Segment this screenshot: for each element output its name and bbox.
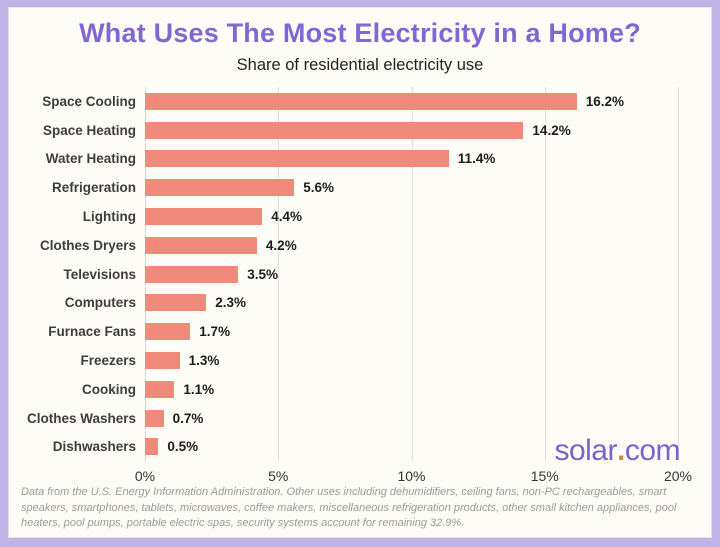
value-label: 4.4% bbox=[271, 209, 303, 225]
bar-row: Dishwashers 0.5% bbox=[53, 433, 678, 462]
bar-chart: Space Cooling 16.2% Space Heating 14.2% Wate… bbox=[27, 87, 692, 488]
value-label: 4.2% bbox=[265, 237, 297, 253]
bar bbox=[145, 380, 175, 398]
bar-row: Space Cooling 16.2% bbox=[42, 87, 678, 116]
value-label: 16.2% bbox=[585, 93, 624, 109]
bar-row: Freezers 1.3% bbox=[80, 346, 678, 375]
category-label: Clothes Dryers bbox=[39, 237, 136, 253]
bar bbox=[145, 236, 257, 254]
x-tick-label: 0% bbox=[134, 468, 156, 485]
gridline bbox=[678, 87, 679, 462]
gridline bbox=[544, 87, 546, 462]
bar-row: Cooking 1.1% bbox=[82, 375, 678, 404]
bar bbox=[145, 92, 577, 110]
x-tick-label: 20% bbox=[663, 468, 693, 485]
infographic: What Uses The Most Electricity in a Home… bbox=[8, 7, 712, 538]
logo-tld: com bbox=[624, 434, 681, 468]
chart-subtitle: Share of residential electricity use bbox=[236, 56, 484, 74]
source-footnote: Data from the U.S. Energy Information Ad… bbox=[21, 486, 677, 529]
bar bbox=[145, 323, 191, 341]
bar-row: Clothes Washers 0.7% bbox=[27, 404, 678, 433]
bar-row: Space Heating 14.2% bbox=[43, 116, 678, 145]
bar bbox=[145, 265, 239, 283]
bar-row: Refrigeration 5.6% bbox=[52, 173, 678, 202]
category-label: Cooking bbox=[82, 381, 136, 397]
bar-row: Furnace Fans 1.7% bbox=[48, 317, 678, 346]
x-tick-label: 5% bbox=[268, 468, 289, 485]
x-tick-label: 15% bbox=[530, 468, 559, 485]
category-label: Clothes Washers bbox=[26, 410, 136, 426]
solar-com-logo: solar.com bbox=[554, 436, 680, 466]
value-label: 1.7% bbox=[199, 324, 231, 340]
bar-row: Water Heating 11.4% bbox=[46, 145, 678, 174]
logo-word: solar bbox=[554, 434, 617, 468]
bar-row: Televisions 3.5% bbox=[63, 260, 678, 289]
plot-area: Space Cooling 16.2% Space Heating 14.2% Wate… bbox=[27, 87, 679, 462]
value-label: 2.3% bbox=[215, 295, 247, 311]
x-axis: 0% 5% 10% 15% 20% bbox=[135, 464, 692, 488]
gridline bbox=[411, 87, 413, 462]
bar bbox=[145, 294, 207, 312]
bar bbox=[145, 208, 263, 226]
value-label: 14.2% bbox=[532, 122, 571, 138]
category-label: Refrigeration bbox=[51, 180, 136, 196]
gridline bbox=[278, 87, 280, 462]
category-label: Space Heating bbox=[42, 122, 136, 138]
bar bbox=[145, 179, 295, 197]
value-label: 0.7% bbox=[172, 410, 204, 426]
value-label: 3.5% bbox=[247, 266, 279, 282]
category-label: Dishwashers bbox=[52, 439, 136, 455]
bar bbox=[145, 121, 524, 139]
bar-row: Clothes Dryers 4.2% bbox=[40, 231, 678, 260]
logo-dot: . bbox=[616, 434, 625, 468]
value-label: 5.6% bbox=[303, 180, 335, 196]
x-tick-label: 10% bbox=[397, 468, 426, 485]
bar-row: Computers 2.3% bbox=[65, 289, 678, 318]
category-label: Water Heating bbox=[45, 151, 136, 167]
page-title: What Uses The Most Electricity in a Home… bbox=[79, 18, 641, 48]
category-label: Televisions bbox=[63, 266, 136, 282]
category-label: Computers bbox=[64, 295, 136, 311]
category-label: Space Cooling bbox=[42, 93, 136, 109]
value-label: 1.1% bbox=[183, 381, 215, 397]
category-label: Furnace Fans bbox=[48, 324, 136, 340]
bar bbox=[145, 409, 164, 427]
bar bbox=[145, 150, 449, 168]
value-label: 1.3% bbox=[188, 353, 220, 369]
value-label: 0.5% bbox=[167, 439, 199, 455]
bar bbox=[145, 352, 180, 370]
category-label: Lighting bbox=[82, 209, 136, 225]
category-label: Freezers bbox=[80, 353, 136, 369]
bar bbox=[145, 438, 159, 456]
bar-row: Lighting 4.4% bbox=[83, 202, 678, 231]
value-label: 11.4% bbox=[457, 151, 496, 167]
